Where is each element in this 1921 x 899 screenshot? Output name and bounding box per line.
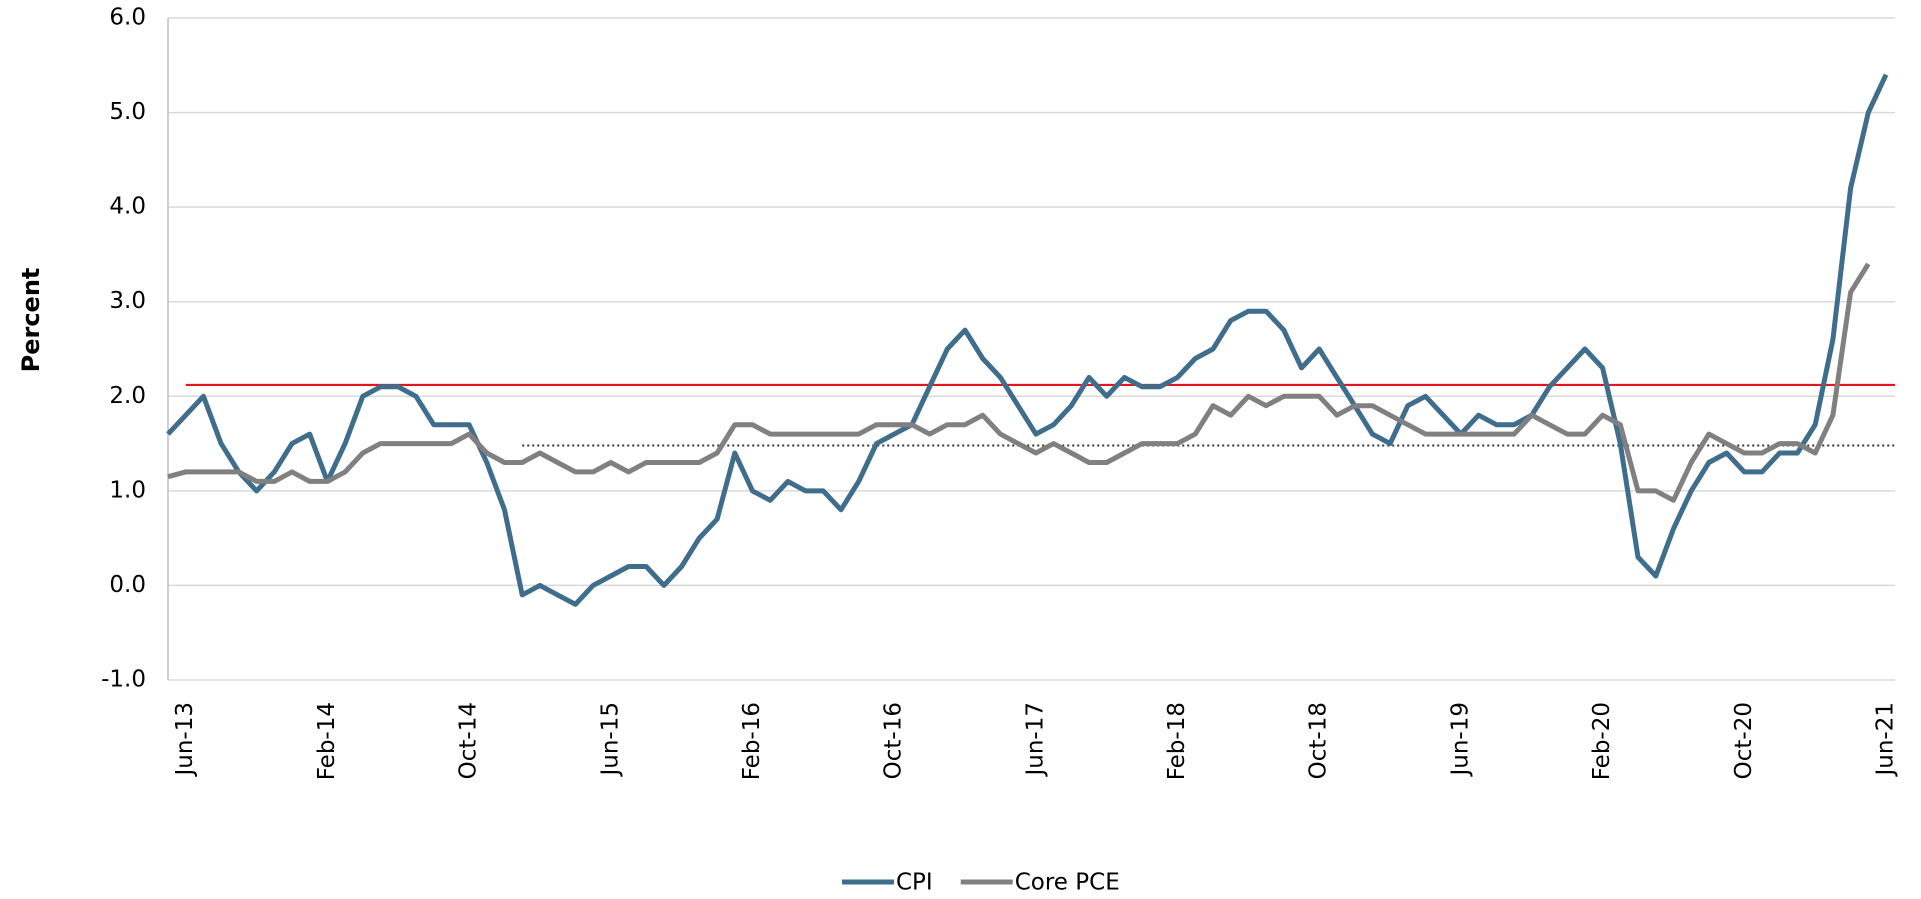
y-axis-label: Percent (17, 268, 45, 373)
x-tick-label: Feb-18 (1164, 702, 1190, 780)
y-tick-label: 6.0 (109, 5, 146, 31)
data-line (166, 73, 1889, 607)
y-tick-label: 0.0 (109, 572, 146, 598)
x-tick-label: Oct-16 (881, 702, 907, 779)
y-tick-label: 5.0 (109, 99, 146, 125)
y-tick-label: -1.0 (101, 667, 146, 693)
legend-label: Core PCE (1015, 870, 1120, 896)
x-tick-label: Oct-14 (456, 702, 482, 779)
x-tick-label: Oct-18 (1306, 702, 1332, 779)
x-tick-label: Jun-15 (597, 702, 623, 778)
legend: CPI Core PCE (842, 870, 1120, 896)
legend-label: CPI (896, 870, 933, 896)
x-tick-label: Jun-17 (1022, 702, 1048, 778)
x-tick-label: Feb-20 (1589, 702, 1615, 780)
x-tick-label: Jun-21 (1873, 702, 1899, 778)
y-tick-label: 4.0 (109, 194, 146, 220)
data-line (167, 262, 1871, 503)
x-tick-label: Feb-14 (314, 702, 340, 780)
y-tick-label: 1.0 (109, 477, 146, 503)
x-tick-label: Jun-13 (172, 702, 198, 778)
x-tick-label: Oct-20 (1731, 702, 1757, 779)
y-tick-label: 2.0 (109, 383, 146, 409)
y-tick-label: 3.0 (109, 288, 146, 314)
x-tick-label: Feb-16 (739, 702, 765, 780)
x-tick-label: Jun-19 (1447, 702, 1473, 778)
